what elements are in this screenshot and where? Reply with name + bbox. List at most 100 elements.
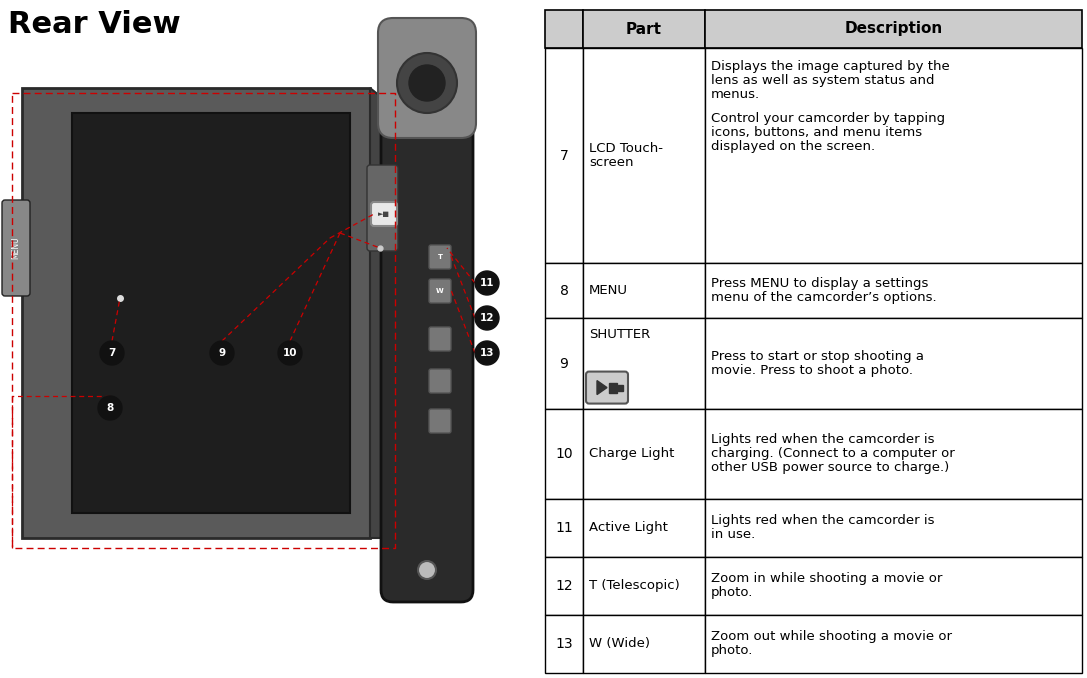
Polygon shape: [370, 88, 395, 538]
Circle shape: [100, 341, 124, 365]
Circle shape: [397, 53, 457, 113]
Polygon shape: [395, 88, 460, 588]
Text: Lights red when the camcorder is: Lights red when the camcorder is: [711, 433, 935, 446]
Bar: [583, 48, 705, 263]
Text: LCD Touch-: LCD Touch-: [589, 142, 663, 155]
Text: 12: 12: [479, 313, 495, 323]
Text: 8: 8: [560, 284, 569, 298]
Circle shape: [475, 306, 499, 330]
Text: 7: 7: [560, 148, 569, 163]
Text: T: T: [437, 254, 442, 260]
Text: MENU: MENU: [589, 284, 628, 298]
FancyBboxPatch shape: [429, 327, 451, 351]
Text: Displays the image captured by the: Displays the image captured by the: [711, 60, 950, 73]
Text: Active Light: Active Light: [589, 521, 667, 534]
Circle shape: [278, 341, 302, 365]
Bar: [583, 557, 705, 615]
Circle shape: [210, 341, 234, 365]
Text: 13: 13: [479, 348, 495, 358]
Bar: [705, 263, 1082, 319]
Text: 12: 12: [555, 579, 573, 593]
Text: Control your camcorder by tapping: Control your camcorder by tapping: [711, 112, 945, 125]
FancyBboxPatch shape: [429, 279, 451, 303]
Text: Lights red when the camcorder is: Lights red when the camcorder is: [711, 515, 935, 527]
Circle shape: [98, 396, 122, 420]
Text: Part: Part: [626, 22, 662, 37]
Text: Press MENU to display a settings: Press MENU to display a settings: [711, 277, 928, 290]
Text: photo.: photo.: [711, 586, 753, 599]
Bar: [545, 48, 583, 263]
Text: SHUTTER: SHUTTER: [589, 328, 650, 342]
Text: Rear View: Rear View: [8, 10, 180, 39]
Bar: [583, 615, 705, 673]
Text: Description: Description: [845, 22, 942, 37]
Bar: [583, 409, 705, 499]
Bar: [545, 499, 583, 557]
Text: in use.: in use.: [711, 528, 755, 541]
Bar: [619, 384, 623, 391]
Text: 8: 8: [107, 403, 114, 413]
Text: Zoom in while shooting a movie or: Zoom in while shooting a movie or: [711, 572, 942, 585]
Bar: [583, 263, 705, 319]
FancyBboxPatch shape: [382, 73, 473, 602]
Polygon shape: [22, 88, 370, 538]
Text: W (Wide): W (Wide): [589, 637, 650, 650]
Text: Charge Light: Charge Light: [589, 447, 674, 460]
Bar: [545, 557, 583, 615]
Text: ►■: ►■: [378, 211, 390, 217]
Text: icons, buttons, and menu items: icons, buttons, and menu items: [711, 126, 922, 139]
Text: 9: 9: [560, 357, 569, 370]
Text: lens as well as system status and: lens as well as system status and: [711, 74, 935, 87]
Text: screen: screen: [589, 156, 634, 170]
Text: MENU: MENU: [12, 237, 21, 259]
Text: 7: 7: [109, 348, 115, 358]
Bar: [545, 263, 583, 319]
FancyBboxPatch shape: [2, 200, 30, 296]
Text: movie. Press to shoot a photo.: movie. Press to shoot a photo.: [711, 364, 913, 377]
Bar: [545, 409, 583, 499]
Text: 9: 9: [218, 348, 226, 358]
Circle shape: [418, 561, 436, 579]
Text: 10: 10: [283, 348, 297, 358]
Bar: [545, 615, 583, 673]
Bar: [705, 557, 1082, 615]
Bar: [72, 113, 350, 513]
FancyBboxPatch shape: [378, 18, 476, 138]
Bar: [545, 319, 583, 409]
Text: displayed on the screen.: displayed on the screen.: [711, 140, 875, 153]
Text: 10: 10: [555, 447, 573, 460]
Circle shape: [409, 65, 445, 101]
Text: menu of the camcorder’s options.: menu of the camcorder’s options.: [711, 292, 937, 304]
Circle shape: [475, 271, 499, 295]
Bar: [705, 499, 1082, 557]
Bar: [583, 10, 705, 48]
Bar: [583, 499, 705, 557]
Text: T (Telescopic): T (Telescopic): [589, 580, 679, 593]
Circle shape: [475, 341, 499, 365]
FancyBboxPatch shape: [367, 165, 398, 251]
Polygon shape: [597, 380, 607, 395]
Text: menus.: menus.: [711, 88, 760, 101]
Text: 11: 11: [555, 521, 573, 535]
Text: Zoom out while shooting a movie or: Zoom out while shooting a movie or: [711, 631, 952, 643]
Bar: [705, 48, 1082, 263]
FancyBboxPatch shape: [429, 245, 451, 269]
Text: Press to start or stop shooting a: Press to start or stop shooting a: [711, 350, 924, 363]
Bar: [705, 10, 1082, 48]
FancyBboxPatch shape: [586, 372, 628, 403]
Bar: [583, 319, 705, 409]
Text: 11: 11: [479, 278, 495, 288]
Text: photo.: photo.: [711, 645, 753, 658]
FancyBboxPatch shape: [429, 409, 451, 433]
FancyBboxPatch shape: [371, 202, 397, 226]
Bar: [705, 615, 1082, 673]
Text: 13: 13: [555, 637, 573, 651]
Text: other USB power source to charge.): other USB power source to charge.): [711, 461, 949, 474]
Bar: [705, 319, 1082, 409]
Bar: [545, 10, 583, 48]
Bar: [609, 382, 617, 393]
Bar: [705, 409, 1082, 499]
Text: W: W: [436, 288, 443, 294]
Text: charging. (Connect to a computer or: charging. (Connect to a computer or: [711, 447, 954, 460]
FancyBboxPatch shape: [429, 369, 451, 393]
